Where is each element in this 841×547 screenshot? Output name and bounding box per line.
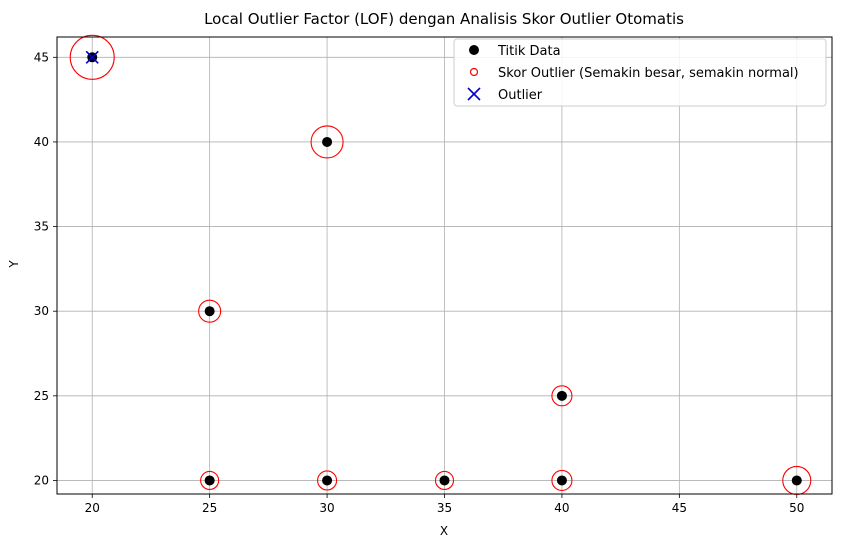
x-axis-ticks: 20 25 30 35 40 45 50 — [85, 494, 804, 515]
outlier-score-circle — [69, 34, 115, 80]
x-tick-label: 20 — [85, 501, 100, 515]
x-tick-label: 30 — [319, 501, 334, 515]
outlier-score-circle — [434, 470, 455, 491]
x-tick-label: 25 — [202, 501, 217, 515]
data-point — [322, 136, 333, 147]
data-point — [439, 475, 450, 486]
y-tick-label: 25 — [34, 389, 49, 403]
plot-frame — [56, 36, 833, 495]
y-tick-label: 30 — [34, 304, 49, 318]
data-point — [322, 475, 333, 486]
y-axis-ticks: 20 25 30 35 40 45 — [34, 50, 57, 487]
legend-box — [453, 38, 827, 107]
y-axis-label: Y — [7, 260, 21, 269]
legend-marker-outlier — [467, 87, 481, 101]
data-point — [791, 475, 802, 486]
legend: Titik Data Skor Outlier (Semakin besar, s… — [453, 38, 827, 107]
plot-marks — [69, 34, 812, 496]
outlier-x-marker — [85, 50, 99, 64]
y-tick-label: 35 — [34, 220, 49, 234]
x-tick-label: 50 — [789, 501, 804, 515]
x-tick-label: 35 — [437, 501, 452, 515]
outlier-x-stroke — [85, 50, 99, 64]
outlier-score-circle — [200, 470, 220, 491]
chart-title: Local Outlier Factor (LOF) dengan Analis… — [204, 10, 684, 28]
y-tick-label: 40 — [34, 135, 49, 149]
outlier-score-circle — [551, 469, 573, 492]
outlier-score-circle — [310, 125, 344, 159]
y-tick-label: 45 — [34, 50, 49, 64]
y-tick-label: 20 — [34, 473, 49, 487]
legend-label: Skor Outlier (Semakin besar, semakin nor… — [498, 66, 799, 81]
outlier-score-circle — [198, 299, 222, 323]
x-tick-label: 45 — [672, 501, 687, 515]
grid-lines — [57, 37, 832, 494]
outlier-score-circle — [551, 385, 573, 407]
legend-marker-data — [469, 45, 479, 55]
data-point — [556, 475, 567, 486]
x-tick-label: 40 — [554, 501, 569, 515]
legend-label: Titik Data — [497, 44, 561, 59]
data-point — [204, 306, 215, 317]
data-point — [204, 475, 215, 486]
outlier-score-circle — [317, 470, 338, 491]
legend-marker-score — [469, 67, 479, 77]
data-point — [556, 390, 567, 401]
x-axis-label: X — [440, 524, 448, 538]
legend-label: Outlier — [498, 88, 543, 103]
legend-x-stroke — [467, 87, 481, 101]
